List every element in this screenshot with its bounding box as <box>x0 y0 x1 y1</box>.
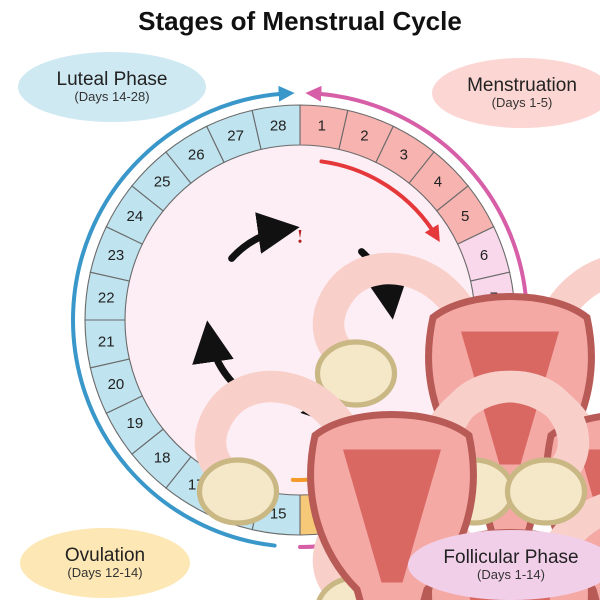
day-number: 4 <box>434 174 442 191</box>
phase-name: Follicular Phase <box>443 547 578 569</box>
phase-name: Menstruation <box>467 75 577 97</box>
day-number: 26 <box>188 146 205 163</box>
day-number: 28 <box>270 118 287 135</box>
phase-days: (Days 1-5) <box>492 96 553 111</box>
phase-label-menstruation: Menstruation(Days 1-5) <box>432 58 600 128</box>
phase-days: (Days 14-28) <box>74 90 149 105</box>
day-number: 6 <box>480 247 488 264</box>
phase-name: Luteal Phase <box>57 69 168 91</box>
day-number: 24 <box>127 208 144 225</box>
day-number: 27 <box>227 127 244 144</box>
day-number: 21 <box>98 333 115 350</box>
day-number: 19 <box>127 415 144 432</box>
day-number: 22 <box>98 290 115 307</box>
day-number: 1 <box>318 118 326 135</box>
phase-days: (Days 12-14) <box>67 566 142 581</box>
phase-label-luteal: Luteal Phase(Days 14-28) <box>18 52 206 122</box>
day-number: 5 <box>461 208 469 225</box>
phase-name: Ovulation <box>65 545 145 567</box>
day-number: 20 <box>108 376 125 393</box>
day-number: 2 <box>360 127 368 144</box>
day-number: 18 <box>154 449 171 466</box>
phase-label-follicular: Follicular Phase(Days 1-14) <box>408 530 600 600</box>
day-number: 3 <box>400 146 408 163</box>
phase-days: (Days 1-14) <box>477 568 545 583</box>
day-number: 23 <box>108 247 125 264</box>
phase-label-ovulation: Ovulation(Days 12-14) <box>20 528 190 598</box>
day-number: 25 <box>154 174 171 191</box>
